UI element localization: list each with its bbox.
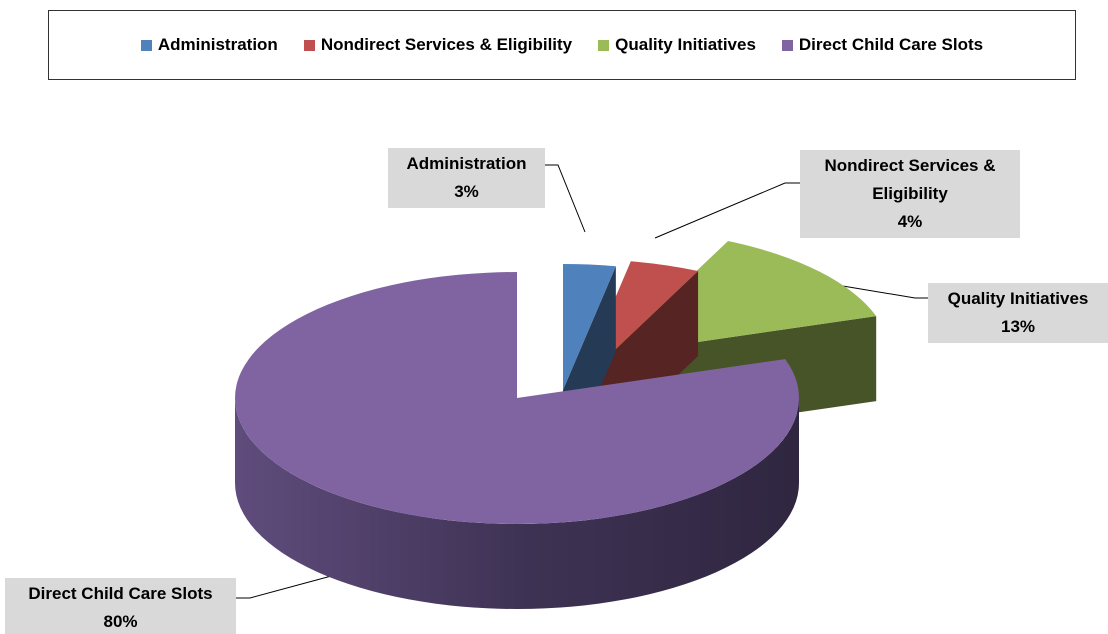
legend-swatch [781,39,793,51]
data-label-name: Administration [406,154,527,173]
leader-line [654,182,800,239]
legend-item: Nondirect Services & Eligibility [303,35,573,55]
data-label-value: 4% [897,212,923,231]
data-label: Administration 3% [388,148,545,208]
legend-label: Nondirect Services & Eligibility [320,35,573,54]
data-label-value: 13% [1000,317,1036,336]
data-label-value: 3% [454,182,479,201]
data-label-value: 80% [103,612,138,631]
pie-slice [234,272,799,525]
legend-swatch [140,39,152,51]
data-label-name: Direct Child Care Slots [28,584,213,603]
data-label: Direct Child Care Slots 80% [5,578,236,634]
data-label: Quality Initiatives 13% [928,283,1108,343]
legend-item: Administration [140,35,278,55]
pie-slice [563,264,616,390]
legend-swatch [303,39,315,51]
slice-side [235,398,799,609]
legend-item: Direct Child Care Slots [781,35,984,55]
data-label: Nondirect Services & Eligibility 4% [800,150,1020,238]
data-label-name: Quality Initiatives [947,289,1089,308]
leader-line [236,574,336,599]
legend-label: Quality Initiatives [615,35,756,54]
legend-label: Administration [157,35,278,54]
legend: Administration Nondirect Services & Eligi… [48,10,1076,80]
legend-item: Quality Initiatives [598,35,756,55]
legend-swatch [598,39,610,51]
data-label-name: Nondirect Services & Eligibility [824,156,996,203]
legend-label: Direct Child Care Slots [798,35,984,54]
leader-line [545,164,586,233]
